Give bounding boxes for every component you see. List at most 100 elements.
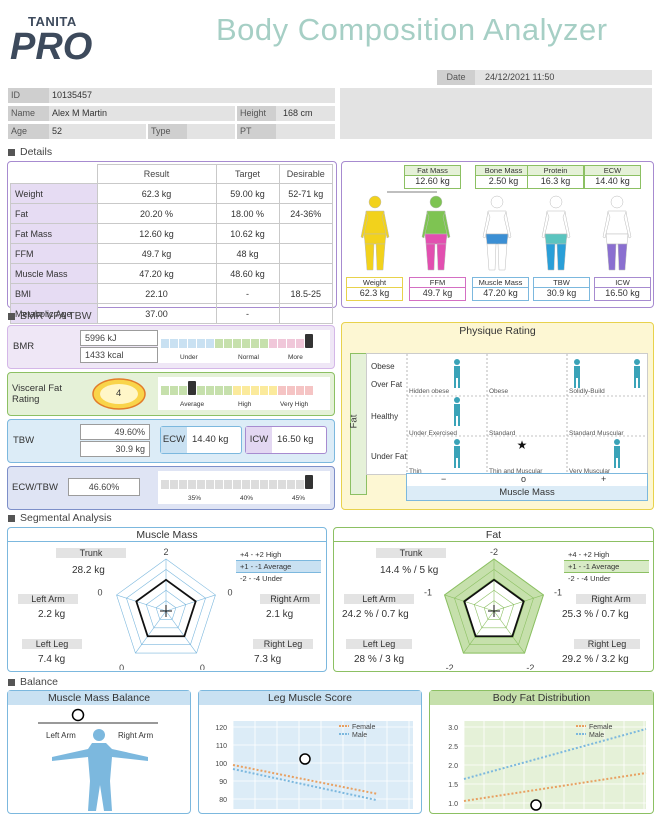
details-desirable xyxy=(278,303,333,324)
mmb-panel: Muscle Mass Balance Left Arm Right Arm xyxy=(7,690,191,814)
details-result: 62.3 kg xyxy=(96,183,217,204)
fat-rl-value: 29.2 % / 3.2 kg xyxy=(562,654,629,665)
muscle-legend: +4 - +2 High +1 - -1 Average -2 - -4 Und… xyxy=(236,549,321,584)
scale-segment xyxy=(242,386,250,395)
bfd-tick: 3.0 xyxy=(448,725,458,732)
section-segmental: Segmental Analysis xyxy=(8,512,112,524)
comp-top-label: Protein xyxy=(528,166,583,176)
lms-score-marker xyxy=(299,753,311,765)
section-details-label: Details xyxy=(20,146,53,158)
lms-title: Leg Muscle Score xyxy=(199,691,421,705)
fat-legend-high: +4 - +2 High xyxy=(564,549,649,561)
physique-cell-label: Very Muscular xyxy=(569,468,611,475)
muscle-radar-panel: Muscle Mass 2 0 0 0 0 Trunk 28.2 kg Left Arm… xyxy=(7,527,327,672)
details-name: Muscle Mass xyxy=(10,263,98,284)
details-name: Fat xyxy=(10,203,98,224)
pt-row: PT xyxy=(237,124,335,139)
bfd-legend-female: Female xyxy=(589,724,612,731)
ecw-label: ECW xyxy=(161,427,187,453)
composition-panel: Fat Mass 12.60 kg Bone Mass 2.50 kg Protein 1… xyxy=(341,161,654,308)
id-row: ID 10135457 xyxy=(8,88,335,103)
muscle-ra-label: Right Arm xyxy=(260,594,320,604)
scale-segment xyxy=(251,480,259,489)
date-value: 24/12/2021 11:50 xyxy=(485,72,555,82)
scale-segment xyxy=(215,480,223,489)
name-value: Alex M Martin xyxy=(52,108,108,118)
lms-male-line xyxy=(232,768,378,802)
scale-segment xyxy=(269,480,277,489)
fat-la-value: 24.2 % / 0.7 kg xyxy=(342,609,409,620)
height-value: 168 cm xyxy=(283,108,313,118)
axis-minus: − xyxy=(441,474,447,484)
logo-top: TANITA xyxy=(28,14,77,29)
bfd-tick: 1.0 xyxy=(448,801,458,808)
details-row: BMI 22.10-18.5-25 xyxy=(10,283,333,304)
mmb-left-arm: Left Arm xyxy=(46,731,76,740)
details-name: Metabolic Age xyxy=(10,303,98,324)
fat-legend-average: +1 - -1 Average xyxy=(564,561,649,572)
comp-bottom-label: FFM xyxy=(410,278,465,288)
ecw-value: 14.40 kg xyxy=(192,434,229,445)
bmr-label: BMR xyxy=(13,341,35,352)
scale-segment xyxy=(206,339,214,348)
radar-axis-label: -2 xyxy=(526,663,534,670)
scale-segment xyxy=(179,386,187,395)
scale-segment xyxy=(269,339,277,348)
comp-bottom-value: 62.3 kg xyxy=(359,288,390,298)
physique-cell-label: Hidden obese xyxy=(409,388,450,395)
mmb-figure xyxy=(38,708,158,811)
bfd-tick: 2.0 xyxy=(448,763,458,770)
details-target: 48 kg xyxy=(215,243,280,264)
scale-segment xyxy=(260,386,268,395)
comp-top-value: 14.40 kg xyxy=(595,176,630,186)
details-row: FFM 49.7 kg 48 kg xyxy=(10,243,333,264)
type-label: Type xyxy=(148,124,187,139)
radar-axis-label: 0 xyxy=(200,663,205,670)
physique-figure-icon xyxy=(454,439,460,468)
details-row: Weight 62.3 kg 59.00 kg 52-71 kg xyxy=(10,183,333,204)
fat-la-label: Left Arm xyxy=(344,594,414,604)
physique-figure-icon xyxy=(614,439,620,468)
fat-legend: +4 - +2 High +1 - -1 Average -2 - -4 Und… xyxy=(564,549,649,584)
bmr-scale: Under Normal More xyxy=(158,330,330,363)
icw-value: 16.50 kg xyxy=(277,434,314,445)
ecwtbw-panel: ECW/TBW 46.60% 35% 40% 45% xyxy=(7,466,335,510)
section-details: Details xyxy=(8,146,52,158)
comp-bottom-value: 30.9 kg xyxy=(546,288,577,298)
physique-cell-label: Thin and Muscular xyxy=(489,468,543,475)
muscle-ll-label: Left Leg xyxy=(22,639,82,649)
comp-bottom-label: ICW xyxy=(595,278,650,288)
details-desirable: 24-36% xyxy=(278,203,333,224)
id-value: 10135457 xyxy=(52,90,93,100)
radar-axis-label: -2 xyxy=(490,547,498,557)
fat-ll-label: Left Leg xyxy=(346,639,412,649)
comp-top-label: ECW xyxy=(585,166,640,176)
radar-axis-label: -2 xyxy=(446,663,454,670)
fat-ll-value: 28 % / 3 kg xyxy=(354,654,405,665)
logo-bottom: PRO xyxy=(10,26,93,68)
body-figure-icon xyxy=(360,195,390,271)
scale-segment xyxy=(161,339,169,348)
scale-segment xyxy=(251,386,259,395)
muscle-ra-value: 2.1 kg xyxy=(266,609,294,620)
physique-cell-label: Thin xyxy=(409,468,422,475)
visceral-fat-icon xyxy=(92,378,146,410)
physique-cell-label: Under Exercised xyxy=(409,430,458,437)
icw-box: ICW 16.50 kg xyxy=(245,426,327,454)
details-result: 20.20 % xyxy=(96,203,217,224)
radar-axis-label: -1 xyxy=(554,587,562,597)
bfd-male-line xyxy=(463,728,647,780)
details-table: Result Target Desirable Weight 62.3 kg 59.… xyxy=(10,164,333,324)
radar-axis-label: 2 xyxy=(163,547,168,557)
scale-segment xyxy=(251,339,259,348)
notes-box xyxy=(340,88,652,139)
comp-top-label: Fat Mass xyxy=(405,166,460,176)
scale-segment xyxy=(305,386,313,395)
scale-segment xyxy=(278,386,286,395)
ecwtbw-tick-45: 45% xyxy=(292,495,306,502)
details-name: Weight xyxy=(10,183,98,204)
scale-segment xyxy=(233,386,241,395)
details-result: 12.60 kg xyxy=(96,223,217,244)
